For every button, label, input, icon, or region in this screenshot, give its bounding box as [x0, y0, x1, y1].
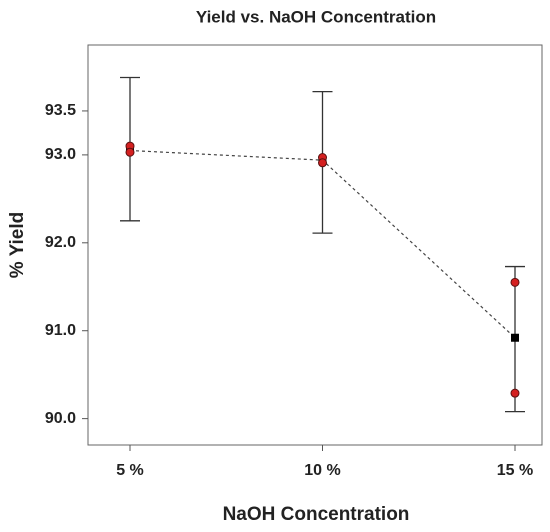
plot-frame	[87, 44, 543, 446]
x-axis-label: NaOH Concentration	[223, 504, 410, 525]
replicate-point	[125, 147, 135, 157]
y-tick-label: 93.5	[45, 102, 76, 119]
replicate-point	[510, 388, 520, 398]
y-tick-label: 93.0	[45, 146, 76, 163]
x-tick-label: 15 %	[497, 462, 533, 479]
y-tick-label: 91.0	[45, 322, 76, 339]
y-axis-label: % Yield	[7, 212, 28, 279]
chart-title: Yield vs. NaOH Concentration	[196, 7, 436, 26]
mean-marker	[511, 333, 519, 342]
replicate-point	[318, 158, 327, 168]
x-tick-label: 5 %	[116, 462, 144, 479]
x-tick-label: 10 %	[304, 462, 340, 479]
y-tick-label: 90.0	[45, 410, 76, 427]
replicate-point	[510, 277, 520, 287]
y-tick-label: 92.0	[45, 234, 76, 251]
